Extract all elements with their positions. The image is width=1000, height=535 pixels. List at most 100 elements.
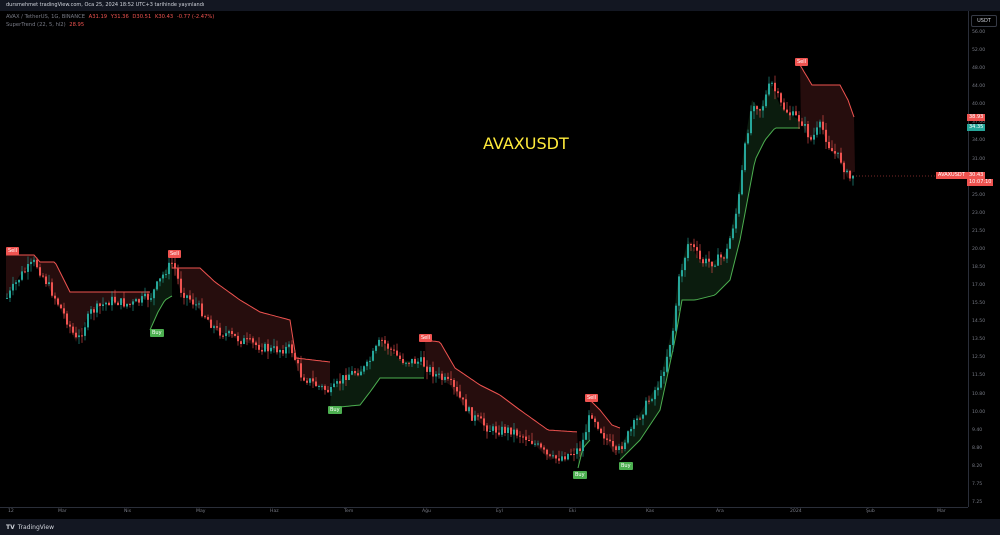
candle-body (840, 152, 842, 163)
price-tick: 10.80 (972, 391, 986, 397)
candle-body (816, 127, 818, 135)
price-tick: 17.00 (972, 283, 986, 289)
legend-high: Y31.36 (110, 14, 129, 20)
currency-button[interactable]: USDT (971, 15, 997, 27)
candle-body (144, 293, 146, 297)
candle-body (813, 134, 815, 140)
candle-body (444, 376, 446, 380)
candle-body (597, 422, 599, 429)
candle-body (105, 302, 107, 305)
candle-body (411, 358, 413, 364)
candle-body (654, 390, 656, 400)
candle-body (237, 335, 239, 342)
candle-body (564, 456, 566, 460)
candle-body (453, 380, 455, 387)
candle-body (612, 441, 614, 447)
sell-signal-badge: Sell (419, 334, 433, 342)
candle-body (738, 194, 740, 214)
candle-body (561, 456, 563, 461)
candle-body (402, 359, 404, 363)
price-tick: 7.75 (972, 481, 983, 487)
candle-body (489, 430, 491, 432)
candle-body (306, 380, 308, 383)
candle-body (354, 371, 356, 374)
candle-body (264, 343, 266, 352)
candle-body (291, 344, 293, 354)
candle-body (246, 338, 248, 340)
candle-body (567, 453, 569, 460)
price-tick: 31.00 (972, 156, 986, 162)
candle-body (555, 455, 557, 459)
legend-indicator-name[interactable]: SuperTrend (22, 5, hl2) (6, 22, 66, 28)
candle-body (585, 432, 587, 440)
candle-body (378, 339, 380, 346)
candle-body (171, 262, 173, 264)
candle-body (720, 254, 722, 258)
buy-signal-badge: Buy (619, 462, 633, 470)
candle-body (294, 353, 296, 360)
candle-body (519, 435, 521, 437)
price-axis[interactable] (968, 11, 1000, 507)
candle-body (72, 326, 74, 333)
legend-open: A31.19 (88, 14, 108, 20)
chart-legend: AVAX / TetherUS, 1G, BINANCE A31.19 Y31.… (6, 13, 214, 29)
legend-indicator-row[interactable]: SuperTrend (22, 5, hl2) 28.95 (6, 21, 214, 29)
candle-body (591, 415, 593, 419)
candle-body (558, 458, 560, 461)
time-axis[interactable] (0, 507, 968, 519)
price-tick: 21.50 (972, 228, 986, 234)
candle-body (789, 112, 791, 116)
candle-body (771, 82, 773, 84)
candle-body (759, 109, 761, 111)
candle-body (666, 356, 668, 372)
price-tick: 18.50 (972, 265, 986, 270)
candle-body (609, 439, 611, 441)
candle-body (318, 386, 320, 387)
price-tick: 11.50 (972, 373, 986, 379)
price-tick: 37.00 (972, 120, 986, 126)
candle-body (84, 327, 86, 336)
candle-body (471, 407, 473, 421)
candle-body (399, 355, 401, 359)
candle-body (30, 261, 32, 264)
candle-body (825, 129, 827, 142)
candle-body (198, 303, 200, 305)
candle-body (615, 446, 617, 450)
supertrend-down-line (589, 399, 621, 429)
candle-body (273, 346, 275, 348)
time-tick: Kas (646, 509, 655, 514)
time-tick: Tem (344, 509, 354, 514)
candle-body (195, 304, 197, 306)
candle-body (660, 376, 662, 388)
candle-body (87, 313, 89, 328)
candle-body (141, 296, 143, 303)
supertrend-upper-label: 38.93 (967, 114, 986, 121)
candle-body (513, 429, 515, 435)
candle-body (216, 326, 218, 328)
candle-body (24, 271, 26, 273)
price-chart[interactable] (0, 11, 968, 507)
last-price-symbol-label: AVAXUSDT (936, 172, 967, 179)
candle-body (351, 371, 353, 375)
candle-body (255, 342, 257, 345)
candle-body (498, 432, 500, 435)
price-tick: 25.00 (972, 192, 986, 198)
candle-body (330, 387, 332, 393)
candle-body (114, 296, 116, 303)
candle-body (408, 362, 410, 364)
candle-body (642, 414, 644, 419)
price-tick: 12.50 (972, 355, 986, 361)
candle-body (795, 111, 797, 116)
candle-body (243, 338, 245, 344)
tradingview-logo[interactable]: TV TradingView (6, 524, 54, 531)
candle-body (300, 363, 302, 378)
candle-body (333, 383, 335, 387)
candle-body (774, 82, 776, 92)
candle-body (636, 418, 638, 421)
candlestick-chart-canvas[interactable] (0, 11, 968, 507)
candle-body (387, 343, 389, 349)
time-tick: Mar (937, 509, 946, 514)
candle-body (474, 415, 476, 421)
price-tick: 52.00 (972, 48, 986, 54)
candle-body (228, 331, 230, 334)
